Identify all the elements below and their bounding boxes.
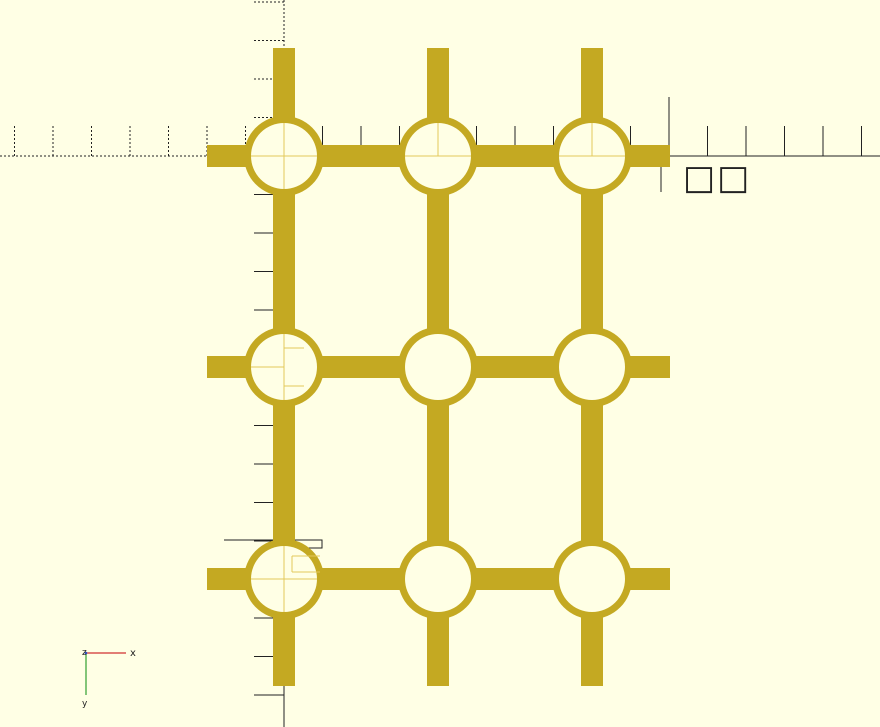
axis-orientation-gizmo: x y z xyxy=(82,648,136,709)
ring-hole xyxy=(559,546,625,612)
gizmo-z-label: z xyxy=(82,648,87,658)
ring-hole xyxy=(559,334,625,400)
gizmo-z-axis xyxy=(84,651,88,655)
guides-layer xyxy=(251,123,625,612)
ring-hole xyxy=(405,546,471,612)
gizmo-y-label: y xyxy=(82,699,88,709)
axis-value-label: □□ xyxy=(683,158,752,198)
gizmo-x-label: x xyxy=(130,648,136,659)
ring-hole xyxy=(405,334,471,400)
